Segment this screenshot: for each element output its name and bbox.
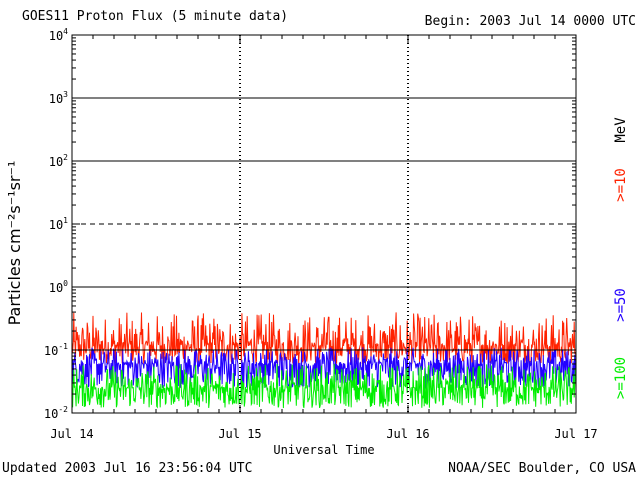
- y-tick-label: 104: [49, 27, 68, 43]
- legend-series-1: >=10: [613, 168, 629, 202]
- series-3-line: [71, 363, 577, 409]
- plot-frame: [71, 34, 577, 414]
- x-tick-label: Jul 16: [386, 427, 429, 441]
- x-tick-label: Jul 15: [218, 427, 261, 441]
- energy-legend: >=10 >=50 >=100 MeV: [613, 117, 629, 399]
- series-1-line: [71, 312, 577, 366]
- legend-series-2: >=50: [613, 288, 629, 322]
- y-tick-label: 10-2: [44, 405, 68, 421]
- legend-series-3: >=100: [613, 357, 629, 399]
- y-tick-labels: 10-2 10-1 100 101 102 103 104: [44, 27, 68, 421]
- y-axis-label: Particles cm⁻²s⁻¹sr⁻¹: [5, 161, 24, 326]
- y-tick-label: 103: [49, 90, 68, 106]
- series-2-line: [71, 347, 577, 389]
- x-tick-label: Jul 14: [50, 427, 93, 441]
- y-tick-label: 100: [49, 279, 68, 295]
- series-layer: [71, 312, 577, 409]
- x-tick-labels: Jul 14 Jul 15 Jul 16 Jul 17: [50, 427, 597, 441]
- y-tick-label: 10-1: [44, 342, 68, 358]
- legend-energy-unit: MeV: [613, 117, 629, 143]
- begin-time: Begin: 2003 Jul 14 0000 UTC: [424, 14, 636, 29]
- y-tick-label: 101: [49, 216, 68, 232]
- updated-time: Updated 2003 Jul 16 23:56:04 UTC: [2, 461, 253, 476]
- chart-title: GOES11 Proton Flux (5 minute data): [22, 9, 289, 24]
- x-axis-label: Universal Time: [273, 443, 374, 457]
- y-tick-label: 102: [49, 153, 68, 169]
- credit-text: NOAA/SEC Boulder, CO USA: [448, 461, 636, 476]
- x-tick-label: Jul 17: [554, 427, 597, 441]
